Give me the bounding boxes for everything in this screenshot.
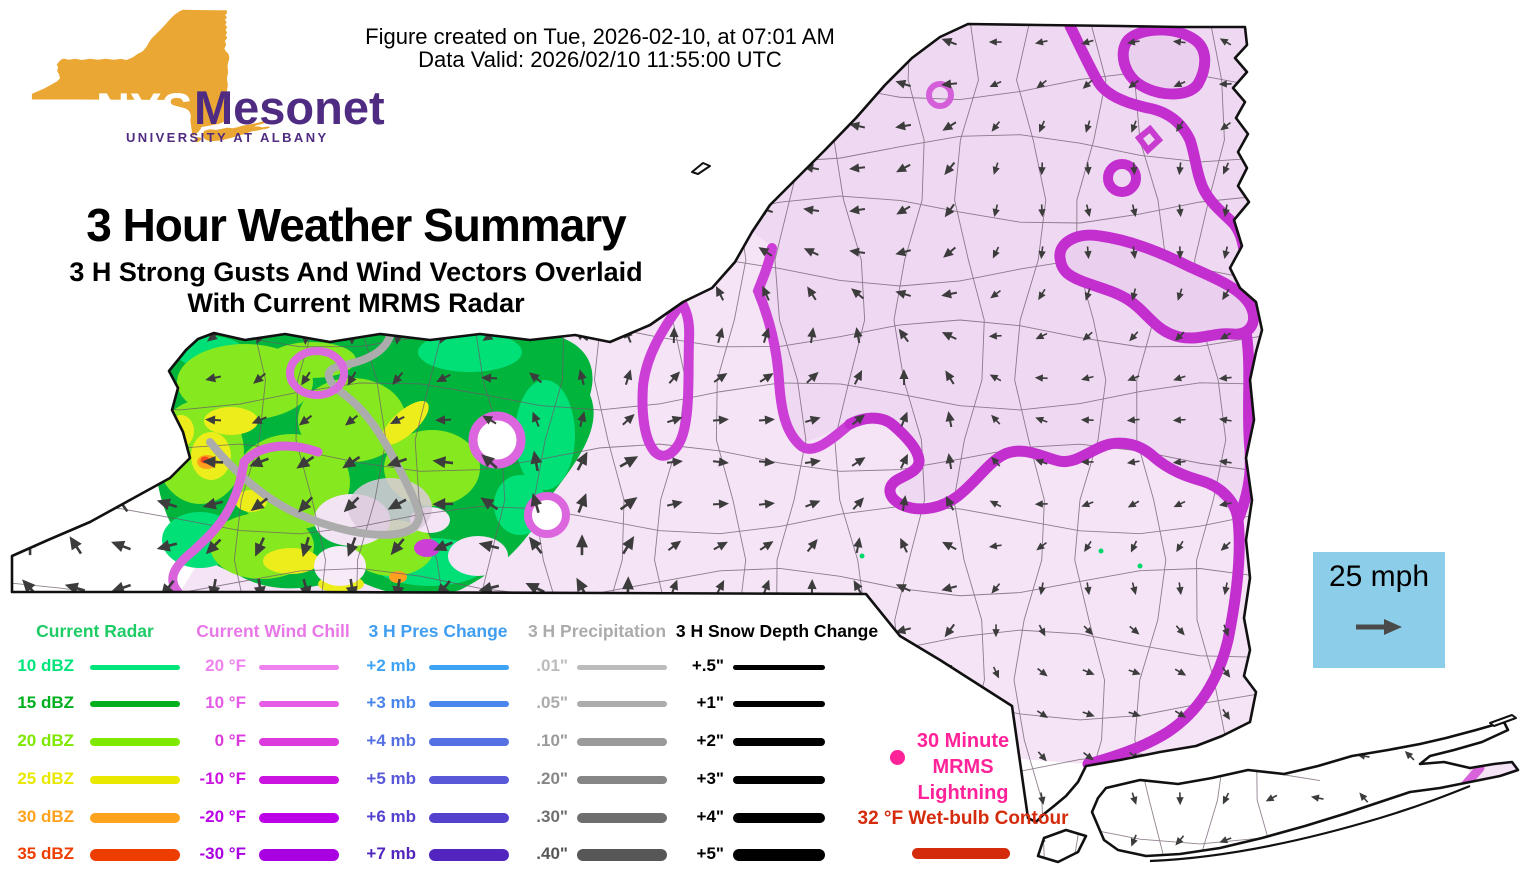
legend-title-precip: 3 H Precipitation [527, 621, 667, 641]
legend-label-wind-chill: -10 °F [199, 769, 246, 788]
legend-label-radar: 15 dBZ [17, 693, 74, 712]
precip-contour [206, 332, 423, 539]
legend-label-pres-change: +3 mb [366, 693, 416, 712]
legend-line-snow-depth [733, 664, 825, 670]
legend-line-wind-chill [259, 664, 339, 670]
legend-label-pres-change: +5 mb [366, 769, 416, 788]
legend-line-pres-change [429, 664, 509, 670]
mrms-radar-field [155, 329, 594, 596]
legend-line-snow-depth [733, 775, 825, 785]
legend-line-radar [90, 812, 180, 824]
reference-wind-arrow-icon [1356, 619, 1402, 635]
legend-label-pres-change: +6 mb [366, 807, 416, 826]
logo-mesonet-text: Mesonet [194, 81, 385, 134]
legend-line-pres-change [429, 849, 509, 861]
legend-line-precip [577, 700, 667, 708]
legend-line-precip [577, 738, 667, 746]
legend-label-pres-change: +2 mb [366, 656, 416, 675]
wind-speed-reference-box: 25 mph [1313, 552, 1445, 668]
legend-label-pres-change: +4 mb [366, 731, 416, 750]
legend-line-precip [577, 775, 667, 785]
wetbulb-contour-sample [912, 848, 1010, 859]
legend-line-wind-chill [259, 775, 339, 785]
legend-label-wind-chill: -30 °F [199, 844, 246, 863]
legend-label-precip: .40" [536, 844, 568, 863]
legend-line-radar [90, 738, 180, 746]
legend-label-snow-depth: +4" [696, 807, 724, 826]
legend-label-wind-chill: 20 °F [205, 656, 246, 675]
legend-label-precip: .10" [536, 731, 568, 750]
wetbulb-legend-label: 32 °F Wet-bulb Contour [857, 808, 1069, 829]
legend-title-wind-chill: Current Wind Chill [196, 621, 350, 641]
logo-nys-text: NYS [96, 83, 193, 136]
lightning-legend-label: 30 Minute MRMS Lightning [916, 730, 1010, 804]
legend-label-radar: 20 dBZ [17, 731, 74, 750]
legend-title-snow-depth: 3 H Snow Depth Change [675, 621, 879, 641]
legend-label-precip: .05" [536, 693, 568, 712]
page-title: 3 Hour Weather Summary [86, 199, 627, 251]
legend-line-pres-change [429, 812, 509, 824]
legend-line-wind-chill [259, 812, 339, 824]
station-dots [859, 548, 1143, 569]
subtitle-line-2: With Current MRMS Radar [187, 288, 525, 318]
legend-label-wind-chill: 0 °F [214, 731, 246, 750]
state-outline [10, 22, 1520, 864]
legend-label-precip: .30" [536, 807, 568, 826]
windchill-contours [168, 24, 1259, 770]
legend-line-wind-chill [259, 849, 339, 861]
legend-line-pres-change [429, 700, 509, 708]
legend-line-pres-change [429, 775, 509, 785]
legend-label-radar: 30 dBZ [17, 807, 74, 826]
data-valid-line: Data Valid: 2026/02/10 11:55:00 UTC [418, 47, 782, 72]
legend-line-precip [577, 812, 667, 824]
legend-line-radar [90, 775, 180, 785]
subtitle-line-1: 3 H Strong Gusts And Wind Vectors Overla… [69, 257, 643, 287]
legend-label-radar: 10 dBZ [17, 656, 74, 675]
legend-line-radar [90, 849, 180, 861]
legend-label-snow-depth: +.5" [691, 656, 724, 675]
legend-line-snow-depth [733, 849, 825, 861]
figure-created-line: Figure created on Tue, 2026-02-10, at 07… [365, 24, 835, 49]
legend-line-snow-depth [733, 812, 825, 824]
legend-line-precip [577, 664, 667, 670]
legend-line-precip [577, 849, 667, 861]
legend-label-radar: 35 dBZ [17, 844, 74, 863]
legend-line-wind-chill [259, 738, 339, 746]
legend-line-pres-change [429, 738, 509, 746]
legend-line-wind-chill [259, 700, 339, 708]
legend-title-pres-change: 3 H Pres Change [368, 621, 508, 641]
legend-label-precip: .20" [536, 769, 568, 788]
lightning-dot-icon [890, 750, 905, 765]
legend-label-pres-change: +7 mb [366, 844, 416, 863]
logo-university-text: UNIVERSITY AT ALBANY [126, 130, 329, 145]
legend-line-snow-depth [733, 738, 825, 746]
legend-line-snow-depth [733, 700, 825, 708]
legend-line-radar [90, 664, 180, 670]
legend-label-snow-depth: +2" [696, 731, 724, 750]
legend-title-radar: Current Radar [36, 621, 154, 641]
legend-label-precip: .01" [536, 656, 568, 675]
legend-label-snow-depth: +3" [696, 769, 724, 788]
legend-line-radar [90, 700, 180, 708]
legend-label-snow-depth: +5" [696, 844, 724, 863]
wind-speed-reference-label: 25 mph [1328, 560, 1430, 593]
legend-label-snow-depth: +1" [696, 693, 724, 712]
legend-label-wind-chill: 10 °F [205, 693, 246, 712]
legend-label-radar: 25 dBZ [17, 769, 74, 788]
legend-label-wind-chill: -20 °F [199, 807, 246, 826]
